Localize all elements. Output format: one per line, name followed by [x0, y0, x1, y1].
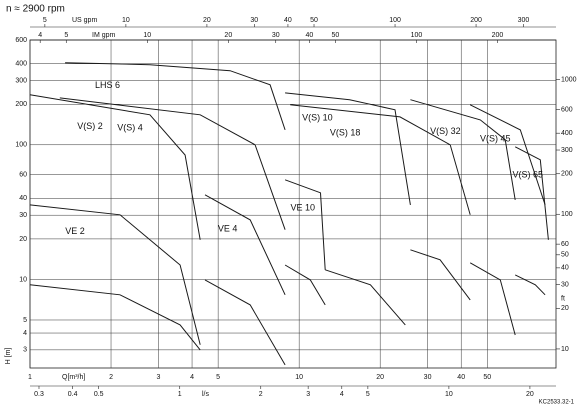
y-tick-label: 3 — [23, 347, 27, 354]
curve — [65, 62, 286, 131]
x-tick-label: 20 — [376, 374, 384, 381]
axis-tick-label: 30 — [250, 17, 258, 24]
y2-tick-label: 300 — [561, 147, 573, 154]
axis-tick-label: 5 — [366, 391, 370, 398]
axis-tick-label: 0.3 — [34, 391, 44, 398]
axis-tick-label: 50 — [332, 32, 340, 39]
axis-tick-label: 50 — [310, 17, 318, 24]
curve — [59, 97, 286, 230]
axis-tick-label: 40 — [305, 32, 313, 39]
y-tick-label: 40 — [19, 195, 27, 202]
axis-tick-label: 4 — [38, 32, 42, 39]
axis-tick-label: 0.4 — [68, 391, 78, 398]
axis-tick-label: 2 — [259, 391, 263, 398]
x-tick-label: 40 — [457, 374, 465, 381]
axis-tick-label: 100 — [389, 17, 401, 24]
axis-label: IM gpm — [92, 32, 116, 39]
x-tick-label: 4 — [190, 374, 194, 381]
axis-label: l/s — [202, 391, 210, 398]
y2-tick-label: 40 — [561, 265, 569, 272]
curve — [410, 99, 516, 301]
curve-label: V(S) 45 — [480, 134, 511, 144]
axis-tick-label: 200 — [492, 32, 504, 39]
y-tick-label: 5 — [23, 317, 27, 324]
y2-tick-label: 30 — [561, 282, 569, 289]
y-tick-label: 600 — [15, 37, 27, 44]
curve-label: LHS 6 — [95, 80, 120, 90]
y2-tick-label: 60 — [561, 241, 569, 248]
curve — [469, 104, 546, 336]
curve — [290, 104, 471, 326]
axis-tick-label: 40 — [284, 17, 292, 24]
x-tick-label: 3 — [156, 374, 160, 381]
y2-tick-label: 10 — [561, 346, 569, 353]
y-tick-label: 60 — [19, 172, 27, 179]
curve — [514, 146, 549, 296]
curve-label: V(S) 65 — [513, 170, 544, 180]
curve — [29, 94, 201, 240]
curve — [29, 204, 201, 351]
x-tick-label: 5 — [216, 374, 220, 381]
curve-label: V(S) 32 — [430, 126, 461, 136]
y2-tick-label: 1000 — [561, 76, 577, 83]
y-tick-label: 300 — [15, 77, 27, 84]
axis-tick-label: 1 — [178, 391, 182, 398]
curve-label: V(S) 4 — [117, 123, 143, 133]
axis-label: US gpm — [72, 17, 97, 24]
y2-tick-label: 100 — [561, 211, 573, 218]
y2-tick-label: 50 — [561, 252, 569, 259]
y-tick-label: 30 — [19, 212, 27, 219]
x-tick-label: 30 — [424, 374, 432, 381]
axis-tick-label: 100 — [411, 32, 423, 39]
axis-tick-label: 5 — [43, 17, 47, 24]
y-tick-label: 400 — [15, 61, 27, 68]
y-tick-label: 4 — [23, 330, 27, 337]
axis-tick-label: 200 — [470, 17, 482, 24]
curve — [284, 179, 326, 306]
curve — [204, 194, 286, 366]
y2-tick-label: 200 — [561, 171, 573, 178]
axis-tick-label: 20 — [526, 391, 534, 398]
curve-label: VE 4 — [218, 224, 238, 234]
x-tick-label: 50 — [483, 374, 491, 381]
y-tick-label: 200 — [15, 101, 27, 108]
figure-code: KC2533.32-1 — [539, 400, 575, 406]
axis-tick-label: 5 — [64, 32, 68, 39]
x-tick-label: 2 — [109, 374, 113, 381]
axis-tick-label: 300 — [518, 17, 530, 24]
curve-label: VE 2 — [65, 226, 85, 236]
axis-tick-label: 10 — [445, 391, 453, 398]
axis-tick-label: 4 — [340, 391, 344, 398]
y2-tick-label: 600 — [561, 106, 573, 113]
axis-tick-label: 0.5 — [94, 391, 104, 398]
y2-tick-label: 400 — [561, 130, 573, 137]
axis-tick-label: 20 — [224, 32, 232, 39]
axis-tick-label: 10 — [143, 32, 151, 39]
axis-tick-label: 3 — [306, 391, 310, 398]
axis-tick-label: 20 — [203, 17, 211, 24]
curve-label: VE 10 — [291, 203, 316, 213]
x-tick-label: 10 — [295, 374, 303, 381]
curve-label: V(S) 10 — [302, 113, 333, 123]
y2-axis-label: ft — [561, 296, 565, 303]
chart-title: n ≈ 2900 rpm — [6, 4, 65, 15]
y-tick-label: 10 — [19, 276, 27, 283]
y2-tick-label: 20 — [561, 305, 569, 312]
x-tick-label: 1 — [28, 374, 32, 381]
axis-tick-label: 30 — [272, 32, 280, 39]
axis-tick-label: 10 — [122, 17, 130, 24]
y-tick-label: 20 — [19, 236, 27, 243]
y-tick-label: 100 — [15, 142, 27, 149]
y-axis-label: H [m] — [5, 348, 12, 365]
curve-label: V(S) 2 — [77, 121, 103, 131]
curve-label: V(S) 18 — [330, 127, 361, 137]
x-axis-label: Q[m³/h] — [62, 374, 85, 381]
curve — [285, 92, 411, 205]
